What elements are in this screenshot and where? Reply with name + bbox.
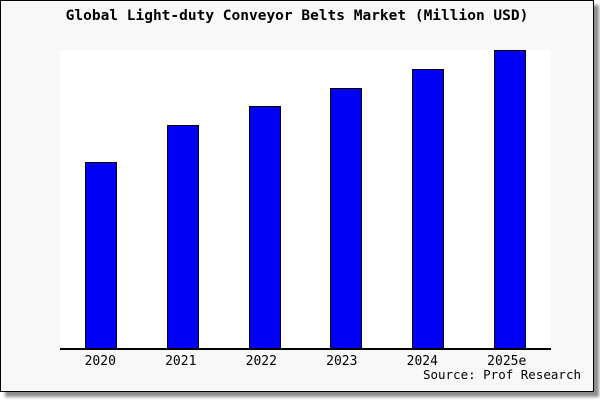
x-label-2020: 2020: [84, 354, 116, 369]
bar-2025e: [494, 50, 527, 348]
x-label-2021: 2021: [165, 354, 197, 369]
bar-2021: [166, 125, 199, 348]
x-label-2024: 2024: [406, 354, 438, 369]
chart-figure: Global Light-duty Conveyor Belts Market …: [0, 0, 594, 392]
x-axis-labels: 2020 2021 2022 2023 2024 2025e: [60, 354, 551, 369]
x-label-2025e: 2025e: [487, 354, 527, 369]
x-label-2022: 2022: [245, 354, 277, 369]
bar-2023: [330, 88, 363, 348]
source-note: Source: Prof Research: [422, 367, 581, 382]
bar-2024: [412, 69, 445, 348]
plot-area: [60, 50, 551, 350]
bar-2020: [84, 162, 117, 348]
chart-title: Global Light-duty Conveyor Belts Market …: [65, 8, 529, 24]
x-label-2023: 2023: [326, 354, 358, 369]
bar-2022: [248, 106, 281, 348]
